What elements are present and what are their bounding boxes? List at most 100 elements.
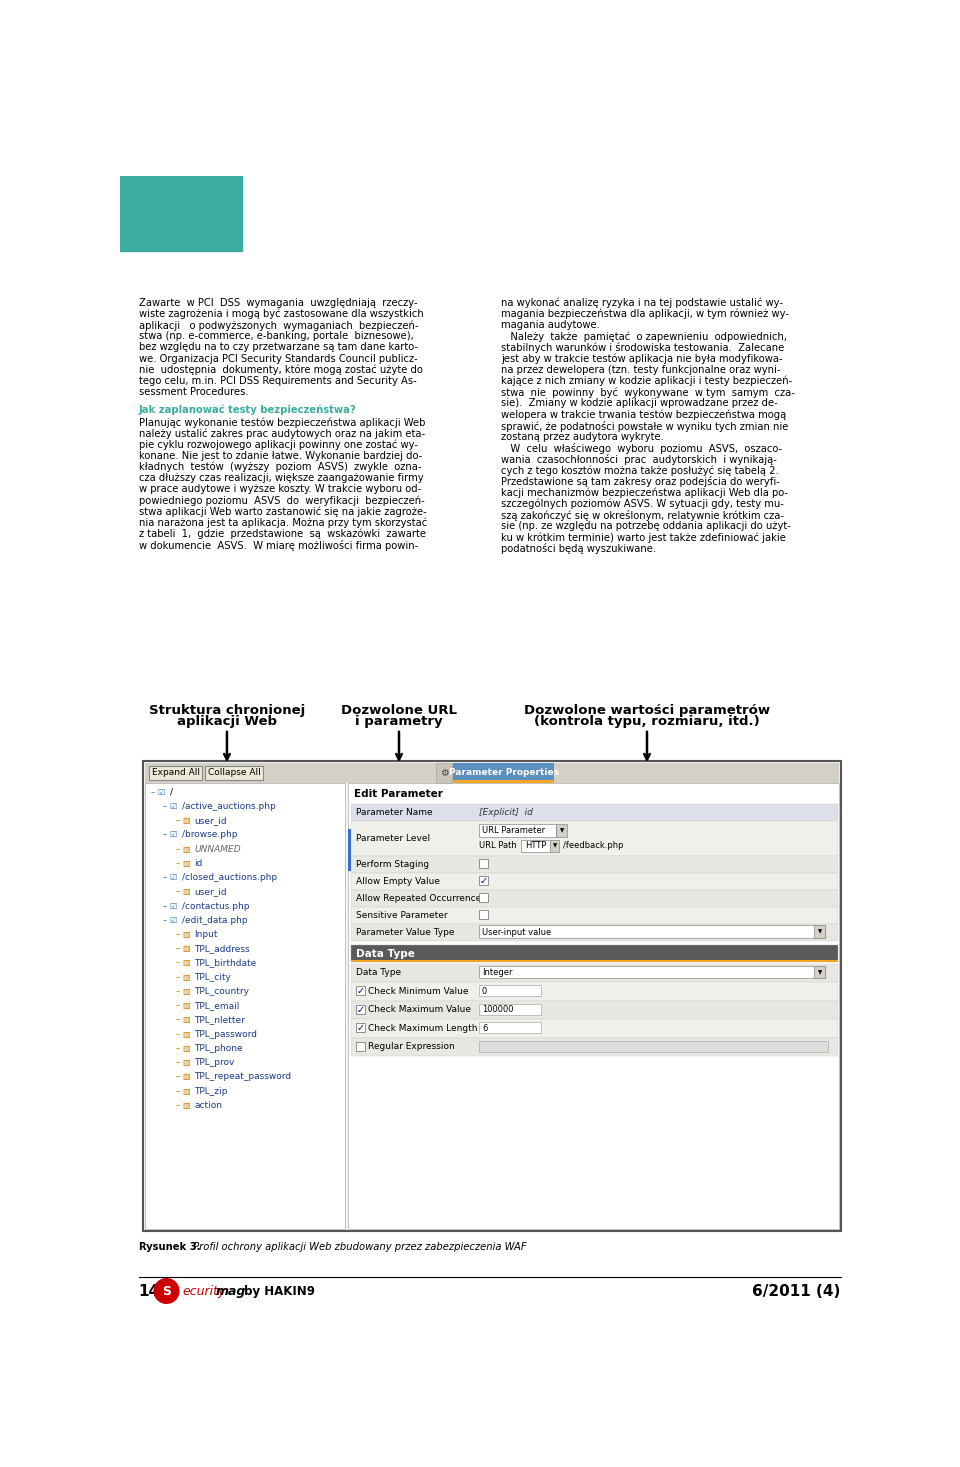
Text: ⚙: ⚙	[441, 767, 449, 778]
Text: Struktura chronionej: Struktura chronionej	[149, 704, 305, 717]
Bar	[814, 967, 826, 978]
Bar	[453, 763, 554, 783]
Text: sie (np. ze względu na potrzebę oddania aplikacji do użyt-: sie (np. ze względu na potrzebę oddania …	[501, 521, 791, 531]
Text: pie cyklu rozwojowego aplikacji powinny one zostać wy-: pie cyklu rozwojowego aplikacji powinny …	[138, 440, 418, 450]
Text: bez względu na to czy przetwarzane są tam dane karto-: bez względu na to czy przetwarzane są ta…	[138, 342, 418, 352]
Text: nia narażona jest ta aplikacja. Można przy tym skorzystać: nia narażona jest ta aplikacja. Można pr…	[138, 518, 427, 528]
Text: – ▨: – ▨	[176, 1058, 190, 1067]
Text: sessment Procedures.: sessment Procedures.	[138, 387, 249, 398]
Text: Collapse All: Collapse All	[207, 769, 260, 778]
Bar	[351, 907, 838, 924]
Text: z tabeli  1,  gdzie  przedstawione  są  wskazówki  zawarte: z tabeli 1, gdzie przedstawione są wskaz…	[138, 528, 425, 540]
Text: kacji mechanizmów bezpieczeństwa aplikacji Web dla po-: kacji mechanizmów bezpieczeństwa aplikac…	[501, 487, 788, 497]
Bar	[479, 893, 488, 902]
Text: TPL_password: TPL_password	[194, 1030, 257, 1039]
Text: TPL_prov: TPL_prov	[194, 1058, 235, 1067]
Text: aplikacji Web: aplikacji Web	[177, 714, 276, 728]
Text: /browse.php: /browse.php	[182, 830, 237, 839]
Text: Rysunek 3.: Rysunek 3.	[138, 1241, 200, 1251]
Bar	[453, 780, 554, 783]
Text: UNNAMED: UNNAMED	[194, 845, 241, 854]
Text: by HAKIN9: by HAKIN9	[240, 1285, 315, 1297]
Text: [Explicit]  id: [Explicit] id	[479, 808, 533, 817]
Text: – ▨: – ▨	[176, 1030, 190, 1039]
Text: Dozwolone wartości parametrów: Dozwolone wartości parametrów	[524, 704, 770, 717]
Text: – ▨: – ▨	[176, 945, 190, 954]
Text: Jak zaplanować testy bezpieczeństwa?: Jak zaplanować testy bezpieczeństwa?	[138, 405, 356, 415]
Bar	[351, 959, 838, 962]
Bar	[479, 986, 540, 996]
Bar	[145, 783, 345, 1229]
Text: zostaną przez audytora wykryte.: zostaną przez audytora wykryte.	[501, 431, 664, 442]
Text: TPL_city: TPL_city	[194, 973, 231, 981]
Text: 100000: 100000	[482, 1005, 514, 1015]
Bar	[479, 1003, 540, 1015]
Text: /contactus.php: /contactus.php	[182, 902, 250, 911]
Text: magania bezpieczeństwa dla aplikacji, w tym również wy-: magania bezpieczeństwa dla aplikacji, w …	[501, 310, 789, 320]
Text: Expand All: Expand All	[152, 769, 200, 778]
Text: – ▨: – ▨	[176, 1100, 190, 1111]
Text: – ▨: – ▨	[176, 973, 190, 981]
Text: User-input value: User-input value	[482, 927, 551, 937]
Bar	[351, 924, 838, 940]
Text: Edit Parameter: Edit Parameter	[354, 789, 443, 800]
Text: Dozwolone URL: Dozwolone URL	[341, 704, 457, 717]
Bar	[351, 822, 838, 855]
Text: – ☑: – ☑	[151, 788, 165, 797]
Text: Data Type: Data Type	[355, 968, 400, 977]
Text: kające z nich zmiany w kodzie aplikacji i testy bezpieczeń-: kające z nich zmiany w kodzie aplikacji …	[501, 376, 793, 386]
Text: Check Maximum Value: Check Maximum Value	[368, 1005, 471, 1015]
Text: – ▨: – ▨	[176, 930, 190, 939]
Text: id: id	[194, 858, 203, 868]
Bar	[355, 1005, 365, 1014]
Text: – ▨: – ▨	[176, 958, 190, 967]
Text: ▼: ▼	[553, 844, 557, 848]
Text: Przedstawione są tam zakresy oraz podejścia do weryfi-: Przedstawione są tam zakresy oraz podejś…	[501, 477, 780, 487]
Text: tego celu, m.in. PCI DSS Requirements and Security As-: tego celu, m.in. PCI DSS Requirements an…	[138, 376, 417, 386]
Text: w prace audytowe i wyższe koszty. W trakcie wyboru od-: w prace audytowe i wyższe koszty. W trak…	[138, 484, 420, 494]
Bar	[120, 176, 243, 251]
Bar	[355, 986, 365, 995]
Text: Integer: Integer	[482, 968, 513, 977]
Text: szą zakończyć się w określonym, relatywnie krótkim cza-: szą zakończyć się w określonym, relatywn…	[501, 511, 784, 521]
Text: wiste zagrożenia i mogą być zastosowane dla wszystkich: wiste zagrożenia i mogą być zastosowane …	[138, 310, 423, 320]
Circle shape	[155, 1279, 179, 1303]
Text: – ▨: – ▨	[176, 1072, 190, 1081]
Bar	[557, 824, 567, 836]
Text: URL Parameter: URL Parameter	[482, 826, 545, 835]
Text: Zawarte  w PCI  DSS  wymagania  uwzględniają  rzeczy-: Zawarte w PCI DSS wymagania uwzględniają…	[138, 298, 418, 308]
Text: na przez dewelopera (tzn. testy funkcjonalne oraz wyni-: na przez dewelopera (tzn. testy funkcjon…	[501, 365, 780, 374]
Text: TPL_repeat_password: TPL_repeat_password	[194, 1072, 292, 1081]
Text: Parameter Level: Parameter Level	[355, 835, 430, 844]
Text: – ☑: – ☑	[163, 915, 178, 924]
Text: Profil ochrony aplikacji Web zbudowany przez zabezpieczenia WAF: Profil ochrony aplikacji Web zbudowany p…	[190, 1241, 526, 1251]
Bar	[479, 876, 488, 885]
Text: – ☑: – ☑	[163, 830, 178, 839]
Text: (kontrola typu, rozmiaru, itd.): (kontrola typu, rozmiaru, itd.)	[534, 714, 760, 728]
Text: URL Path: URL Path	[479, 842, 516, 851]
Text: na wykonać analizę ryzyka i na tej podstawie ustalić wy-: na wykonać analizę ryzyka i na tej podst…	[501, 298, 783, 308]
Text: – ▨: – ▨	[176, 858, 190, 868]
Text: jest aby w trakcie testów aplikacja nie była modyfikowa-: jest aby w trakcie testów aplikacja nie …	[501, 354, 783, 364]
Text: /active_auctions.php: /active_auctions.php	[182, 802, 276, 811]
Text: W  celu  właściwego  wyboru  poziomu  ASVS,  oszaco-: W celu właściwego wyboru poziomu ASVS, o…	[501, 443, 782, 453]
Text: TPL_email: TPL_email	[194, 1000, 240, 1011]
Text: ▼: ▼	[560, 827, 564, 833]
Text: – ☑: – ☑	[163, 902, 178, 911]
Bar	[355, 1042, 365, 1050]
Text: cych z tego kosztów można także posłużyć się tabelą 2.: cych z tego kosztów można także posłużyć…	[501, 465, 780, 475]
Text: action: action	[194, 1100, 223, 1111]
Text: /edit_data.php: /edit_data.php	[182, 915, 248, 924]
Text: 0: 0	[482, 987, 487, 996]
Text: Allow Empty Value: Allow Empty Value	[355, 877, 440, 886]
Text: Sensitive Parameter: Sensitive Parameter	[355, 911, 447, 920]
Bar	[351, 945, 838, 962]
Text: podatności będą wyszukiwane.: podatności będą wyszukiwane.	[501, 543, 657, 555]
Text: Allow Repeated Occurrences: Allow Repeated Occurrences	[355, 893, 486, 902]
Text: TPL_birthdate: TPL_birthdate	[194, 958, 256, 967]
Text: ✓: ✓	[479, 876, 488, 886]
Bar	[814, 926, 826, 937]
Text: welopera w trakcie trwania testów bezpieczeństwa mogą: welopera w trakcie trwania testów bezpie…	[501, 409, 786, 420]
Text: – ▨: – ▨	[176, 816, 190, 824]
Text: cza dłuższy czas realizacji, większe zaangażowanie firmy: cza dłuższy czas realizacji, większe zaa…	[138, 472, 423, 483]
